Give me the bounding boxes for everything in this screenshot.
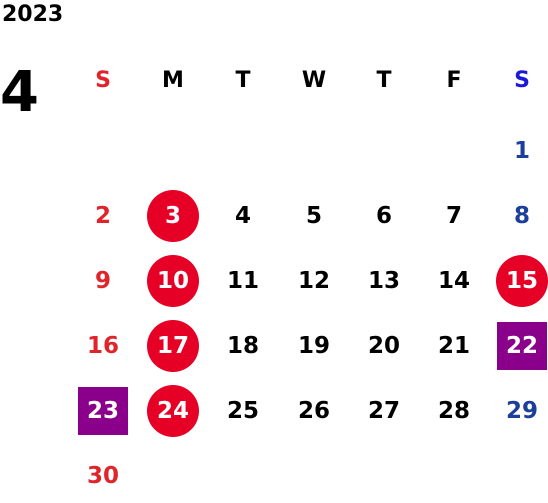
day-15[interactable]: 15: [496, 255, 548, 307]
day-27[interactable]: 27: [367, 398, 400, 424]
weekday-header-4: T: [376, 68, 392, 93]
day-22[interactable]: 22: [497, 322, 547, 370]
day-14[interactable]: 14: [437, 268, 470, 294]
day-13[interactable]: 13: [367, 268, 400, 294]
day-30[interactable]: 30: [86, 463, 119, 489]
day-1[interactable]: 1: [513, 138, 530, 164]
day-8[interactable]: 8: [513, 203, 530, 229]
day-10[interactable]: 10: [147, 255, 199, 307]
day-16[interactable]: 16: [86, 333, 119, 359]
calendar-month: 4: [0, 60, 39, 125]
day-26[interactable]: 26: [297, 398, 330, 424]
day-28[interactable]: 28: [437, 398, 470, 424]
day-4[interactable]: 4: [234, 203, 251, 229]
day-2[interactable]: 2: [94, 203, 111, 229]
weekday-header-6: S: [514, 68, 530, 93]
weekday-header-0: S: [95, 68, 111, 93]
day-17[interactable]: 17: [147, 320, 199, 372]
weekday-header-3: W: [301, 68, 327, 93]
day-29[interactable]: 29: [505, 398, 538, 424]
day-23[interactable]: 23: [78, 387, 128, 435]
day-21[interactable]: 21: [437, 333, 470, 359]
day-25[interactable]: 25: [226, 398, 259, 424]
weekday-header-2: T: [235, 68, 251, 93]
day-7[interactable]: 7: [445, 203, 462, 229]
day-12[interactable]: 12: [297, 268, 330, 294]
day-19[interactable]: 19: [297, 333, 330, 359]
day-20[interactable]: 20: [367, 333, 400, 359]
calendar-year: 2023: [2, 2, 64, 27]
day-9[interactable]: 9: [94, 268, 111, 294]
day-5[interactable]: 5: [305, 203, 322, 229]
day-18[interactable]: 18: [226, 333, 259, 359]
day-11[interactable]: 11: [226, 268, 259, 294]
day-6[interactable]: 6: [375, 203, 392, 229]
weekday-header-1: M: [162, 68, 184, 93]
weekday-header-5: F: [446, 68, 462, 93]
day-24[interactable]: 24: [147, 385, 199, 437]
day-3[interactable]: 3: [147, 190, 199, 242]
